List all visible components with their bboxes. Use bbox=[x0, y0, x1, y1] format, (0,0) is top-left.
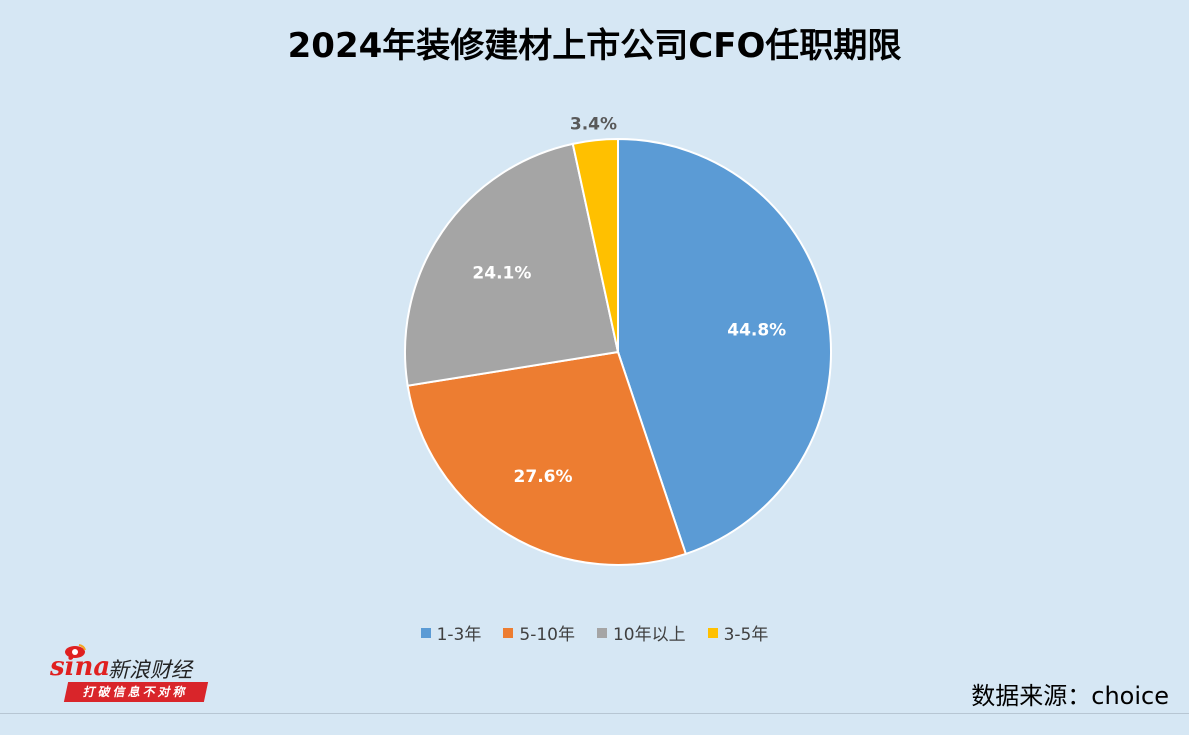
legend-swatch bbox=[596, 627, 607, 638]
pie-slice-3 bbox=[404, 142, 620, 387]
logo-name: 新浪财经 bbox=[108, 658, 192, 682]
logo-tagline: 打破信息不对称 bbox=[63, 682, 209, 702]
legend-swatch bbox=[707, 627, 718, 638]
legend-item-2: 5-10年 bbox=[503, 620, 575, 645]
legend-label: 1-3年 bbox=[436, 625, 482, 645]
pie-slice-4 bbox=[571, 137, 619, 353]
data-source: 数据来源：choice bbox=[971, 682, 1169, 710]
logo-brand: sina bbox=[50, 652, 111, 682]
pie-chart: 44.8% 27.6% 24.1% 3.4% bbox=[404, 114, 832, 566]
data-label-1: 44.8% bbox=[727, 320, 786, 340]
pie-slice-1 bbox=[617, 137, 832, 556]
chart-title: 2024年装修建材上市公司CFO任职期限 bbox=[287, 26, 902, 66]
legend-label: 5-10年 bbox=[519, 625, 575, 645]
pie-slice-2 bbox=[406, 350, 688, 566]
legend-label: 10年以上 bbox=[612, 625, 686, 645]
legend-swatch bbox=[503, 627, 514, 638]
legend-item-3: 10年以上 bbox=[596, 620, 686, 645]
legend-item-4: 3-5年 bbox=[707, 620, 769, 645]
bottom-divider bbox=[0, 713, 1189, 714]
legend-label: 3-5年 bbox=[723, 625, 769, 645]
legend: 1-3年 5-10年 10年以上 3-5年 bbox=[0, 620, 1189, 645]
data-label-3: 24.1% bbox=[472, 264, 531, 284]
sina-finance-logo: sina 新浪财经 打破信息不对称 bbox=[50, 644, 220, 704]
data-label-4: 3.4% bbox=[570, 114, 617, 134]
sina-eye-icon bbox=[65, 644, 86, 658]
legend-swatch bbox=[420, 627, 431, 638]
data-label-2: 27.6% bbox=[514, 467, 573, 487]
legend-item-1: 1-3年 bbox=[420, 620, 482, 645]
